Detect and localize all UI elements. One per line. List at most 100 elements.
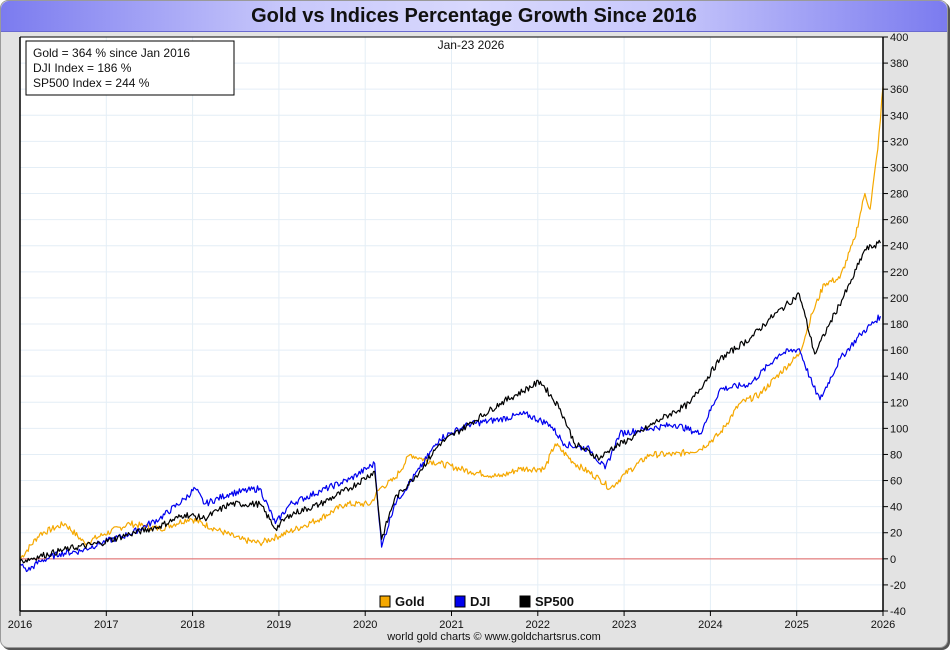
x-tick-label: 2023 [612,619,636,631]
data-point-gold [649,454,650,455]
data-point-dji [880,316,881,317]
data-point-dji [320,490,321,491]
data-point-dji [39,561,40,562]
y-tick-label: 340 [890,110,908,122]
legend-label-gold: Gold [395,594,425,609]
data-point-dji [860,334,861,335]
data-point-gold [869,209,870,210]
series-line-dji [19,314,881,573]
y-tick-label: 180 [890,319,908,331]
data-point-sp500 [290,514,291,515]
legend-label-dji: DJI [470,594,490,609]
data-point-sp500 [69,548,70,549]
x-tick-label: 2022 [526,619,550,631]
data-point-sp500 [39,556,40,557]
data-point-dji [27,570,28,571]
data-point-dji [229,493,230,494]
y-tick-label: 320 [890,136,908,148]
data-point-gold [877,149,878,150]
date-label: Jan-23 2026 [438,38,505,52]
data-point-sp500 [499,403,500,404]
data-point-sp500 [229,503,230,504]
data-point-sp500 [394,498,395,499]
data-point-dji [159,518,160,519]
data-point-dji [381,546,382,547]
chart-title: Gold vs Indices Percentage Growth Since … [251,5,697,27]
data-point-gold [345,503,346,504]
data-point-sp500 [599,458,600,459]
data-point-sp500 [689,403,690,404]
data-point-gold [499,476,500,477]
info-box-border [25,40,235,96]
data-point-gold [599,479,600,480]
data-point-gold [854,239,855,240]
info-sp500: SP500 Index = 244 % [33,76,150,90]
data-point-dji [290,503,291,504]
data-point-dji [589,449,590,450]
info-dji: DJI Index = 186 % [33,61,132,75]
data-point-dji [499,419,500,420]
data-point-dji [719,389,720,390]
data-point-sp500 [880,243,881,244]
credit-text: world gold charts © www.goldchartsrus.co… [386,631,601,643]
data-point-sp500 [850,283,851,284]
data-point-dji [619,433,620,434]
data-point-sp500 [829,323,830,324]
data-point-gold [574,463,575,464]
info-gold: Gold = 364 % since Jan 2016 [33,46,190,60]
series-line-gold [19,86,884,560]
y-tick-label: 20 [890,528,902,540]
y-tick-label: 100 [890,423,908,435]
data-point-sp500 [349,488,350,489]
data-point-gold [824,283,825,284]
x-tick-label: 2019 [267,619,291,631]
data-point-gold [839,278,840,279]
data-point-gold [440,463,441,464]
data-point-dji [605,468,606,469]
data-point-sp500 [275,528,276,529]
legend-swatch-dji [454,595,466,608]
data-point-sp500 [259,503,260,504]
x-tick-label: 2024 [698,619,722,631]
info-box: Gold = 364 % since Jan 2016 DJI Index = … [25,40,235,96]
data-point-gold [544,468,545,469]
y-tick-label: 400 [890,32,908,44]
data-point-gold [290,531,291,532]
data-point-sp500 [159,526,160,527]
data-point-dji [374,463,375,464]
data-point-sp500 [574,443,575,444]
data-point-gold [214,528,215,529]
data-point-dji [259,488,260,489]
data-point-sp500 [610,449,611,450]
data-point-sp500 [381,539,382,540]
data-point-sp500 [129,533,130,534]
data-point-gold [610,488,611,489]
y-tick-label: -40 [890,606,906,618]
data-point-sp500 [374,471,375,472]
data-point-gold [624,473,625,474]
data-point-sp500 [814,353,815,354]
x-tick-label: 2020 [353,619,377,631]
data-point-gold [84,543,85,544]
series-group [19,86,884,573]
data-point-gold [779,373,780,374]
data-point-gold [812,313,813,314]
data-point-dji [204,503,205,504]
data-point-dji [349,479,350,480]
data-point-gold [759,394,760,395]
data-point-gold [470,471,471,472]
x-tick-label: 2018 [180,619,204,631]
data-point-gold [159,528,160,529]
y-tick-label: 140 [890,371,908,383]
y-tick-label: 0 [890,554,896,566]
data-point-gold [409,454,410,455]
y-tick-label: 380 [890,58,908,70]
data-point-gold [320,518,321,519]
data-point-dji [195,488,196,489]
data-point-dji [184,498,185,499]
x-tick-label: 2021 [439,619,463,631]
data-point-gold [420,458,421,459]
x-tick-label: 2017 [94,619,118,631]
data-point-gold [104,533,105,534]
